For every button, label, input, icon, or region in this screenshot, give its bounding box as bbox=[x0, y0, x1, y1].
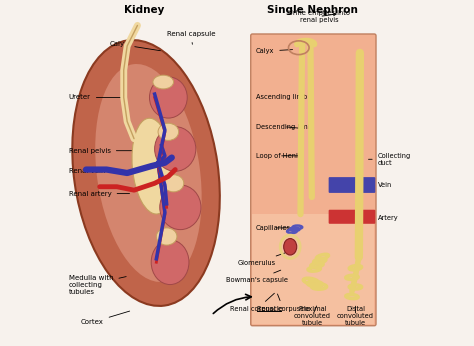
Ellipse shape bbox=[158, 123, 179, 140]
Ellipse shape bbox=[72, 40, 220, 306]
Text: Ascending limb: Ascending limb bbox=[256, 94, 311, 101]
Text: Renal corpuscle: Renal corpuscle bbox=[257, 294, 310, 312]
Ellipse shape bbox=[151, 240, 189, 284]
Ellipse shape bbox=[149, 77, 187, 118]
Text: Loop of Henle: Loop of Henle bbox=[256, 153, 302, 159]
FancyBboxPatch shape bbox=[328, 210, 375, 224]
Text: Vein: Vein bbox=[368, 182, 392, 188]
Text: Descending limb: Descending limb bbox=[256, 124, 312, 130]
Text: Cortex: Cortex bbox=[81, 311, 130, 325]
Text: Single Nephron: Single Nephron bbox=[267, 5, 358, 15]
Text: Ureter: Ureter bbox=[69, 94, 123, 100]
Text: Kidney: Kidney bbox=[124, 5, 164, 15]
Text: Capillaries: Capillaries bbox=[256, 225, 291, 231]
Ellipse shape bbox=[153, 75, 173, 89]
Text: Renal vein: Renal vein bbox=[69, 168, 113, 174]
FancyBboxPatch shape bbox=[328, 177, 375, 193]
Ellipse shape bbox=[95, 64, 201, 282]
Ellipse shape bbox=[283, 238, 297, 255]
Ellipse shape bbox=[132, 118, 174, 214]
Text: Renal artery: Renal artery bbox=[69, 191, 129, 197]
FancyBboxPatch shape bbox=[253, 214, 374, 324]
Text: Distal
convoluted
tubule: Distal convoluted tubule bbox=[337, 306, 374, 326]
Text: Renal corpuscle: Renal corpuscle bbox=[230, 293, 283, 312]
Text: Renal pelvis: Renal pelvis bbox=[69, 148, 140, 154]
FancyBboxPatch shape bbox=[251, 34, 376, 326]
Text: Calyx: Calyx bbox=[256, 48, 292, 54]
Text: Renal capsule: Renal capsule bbox=[167, 31, 215, 44]
Ellipse shape bbox=[156, 228, 177, 245]
Ellipse shape bbox=[160, 185, 201, 230]
Text: Artery: Artery bbox=[368, 215, 398, 221]
Text: Collecting
duct: Collecting duct bbox=[368, 153, 411, 166]
Text: Glomerulus: Glomerulus bbox=[238, 253, 285, 266]
Text: Calyx: Calyx bbox=[110, 41, 161, 51]
Text: Medulla with
collecting
tubules: Medulla with collecting tubules bbox=[69, 274, 126, 294]
Ellipse shape bbox=[163, 175, 184, 192]
Text: Bowman's capsule: Bowman's capsule bbox=[226, 270, 288, 283]
Text: Urine empties into
renal pelvis: Urine empties into renal pelvis bbox=[288, 10, 350, 23]
Text: Proximal
convoluted
tubule: Proximal convoluted tubule bbox=[294, 306, 331, 326]
Ellipse shape bbox=[155, 127, 196, 171]
